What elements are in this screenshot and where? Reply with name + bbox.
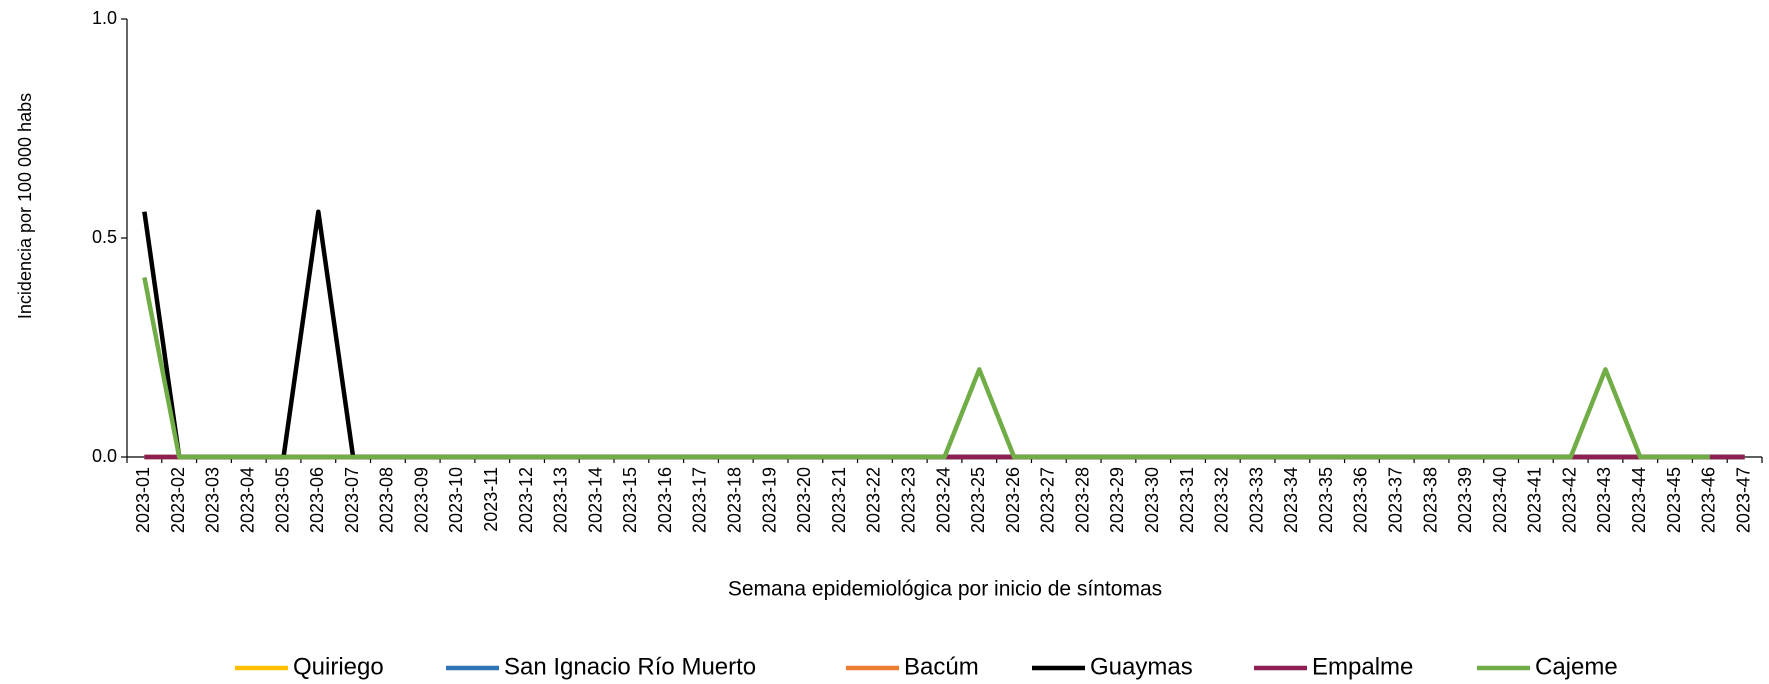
x-tick-label: 2023-25: [968, 467, 988, 533]
line: [142, 276, 1710, 460]
x-tick-label: 2023-15: [620, 467, 640, 533]
x-tick-label: 2023-21: [829, 467, 849, 533]
y-axis-title: Incidencia por 100 000 habs: [15, 93, 35, 319]
x-tick-label: 2023-02: [168, 467, 188, 533]
x-tick-label: 2023-01: [133, 467, 153, 533]
x-tick-label: 2023-46: [1699, 467, 1719, 533]
x-tick-label: 2023-28: [1072, 467, 1092, 533]
legend-label: Empalme: [1312, 653, 1413, 680]
x-axis-title: Semana epidemiológica por inicio de sínt…: [728, 578, 1162, 601]
x-tick-label: 2023-43: [1594, 467, 1614, 533]
x-tick-label: 2023-26: [1003, 467, 1023, 533]
x-tick-label: 2023-09: [411, 467, 431, 533]
x-tick-label: 2023-38: [1420, 467, 1440, 533]
x-tick-label: 2023-36: [1351, 467, 1371, 533]
x-tick-label: 2023-27: [1038, 467, 1058, 533]
legend-label: Bacúm: [904, 653, 979, 680]
x-tick-label: 2023-23: [898, 467, 918, 533]
x-tick-label: 2023-18: [725, 467, 745, 533]
x-tick-label: 2023-07: [342, 467, 362, 533]
x-tick-label: 2023-11: [481, 467, 501, 532]
x-tick-label: 2023-19: [759, 467, 779, 533]
x-tick-label: 2023-08: [377, 467, 397, 533]
x-tick-label: 2023-45: [1664, 467, 1684, 533]
x-tick-label: 2023-14: [585, 467, 605, 533]
x-tick-label: 2023-16: [655, 467, 675, 533]
x-tick-label: 2023-12: [516, 467, 536, 533]
x-tick-label: 2023-42: [1559, 467, 1579, 533]
x-tick-label: 2023-06: [307, 467, 327, 533]
x-tick-label: 2023-04: [238, 467, 258, 533]
x-tick-label: 2023-34: [1281, 467, 1301, 533]
y-tick-label: 1.0: [92, 8, 117, 28]
x-tick-label: 2023-35: [1316, 467, 1336, 533]
x-tick-label: 2023-24: [933, 467, 953, 533]
line: [142, 209, 1745, 460]
x-tick-label: 2023-39: [1455, 467, 1475, 533]
x-tick-label: 2023-10: [446, 467, 466, 533]
x-tick-label: 2023-20: [794, 467, 814, 533]
x-tick-label: 2023-29: [1107, 467, 1127, 533]
y-tick-label: 0.0: [92, 446, 117, 466]
x-tick-label: 2023-22: [864, 467, 884, 533]
x-tick-label: 2023-30: [1142, 467, 1162, 533]
x-tick-label: 2023-41: [1525, 467, 1545, 533]
x-tick-label: 2023-44: [1629, 467, 1649, 533]
x-tick-label: 2023-40: [1490, 467, 1510, 533]
x-tick-label: 2023-31: [1177, 467, 1197, 533]
legend-label: Quiriego: [293, 653, 384, 680]
x-tick-label: 2023-17: [690, 467, 710, 533]
legend-label: Guaymas: [1090, 653, 1193, 680]
x-tick-label: 2023-13: [551, 467, 571, 533]
x-tick-label: 2023-32: [1212, 467, 1232, 533]
x-tick-label: 2023-47: [1733, 467, 1753, 533]
legend-label: Cajeme: [1535, 653, 1618, 680]
x-tick-label: 2023-03: [203, 467, 223, 533]
x-tick-label: 2023-37: [1385, 467, 1405, 533]
legend-label: San Ignacio Río Muerto: [504, 653, 756, 680]
x-tick-label: 2023-33: [1246, 467, 1266, 533]
y-tick-label: 0.5: [92, 227, 117, 247]
x-tick-label: 2023-05: [272, 467, 292, 533]
